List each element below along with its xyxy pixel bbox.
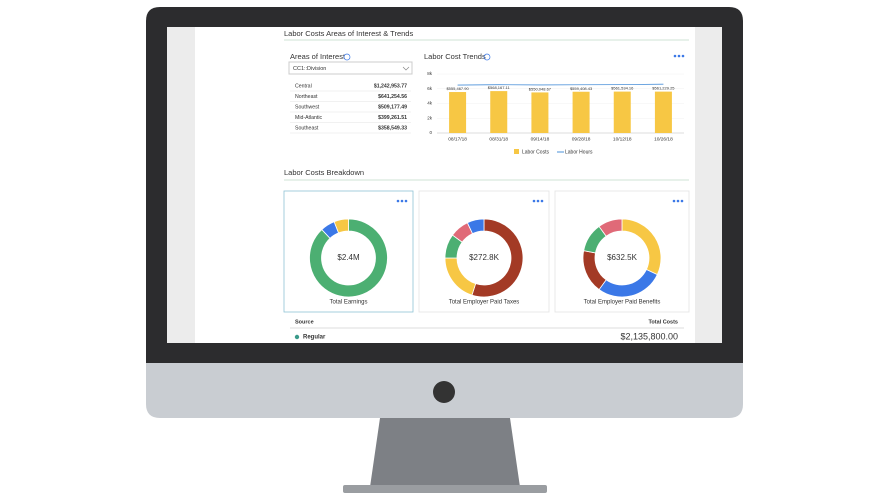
table-header: Total Costs — [648, 319, 678, 325]
table-header: Source — [295, 319, 314, 325]
x-tick-label: 09/14/18 — [531, 136, 550, 142]
section-title: Labor Costs Areas of Interest & Trends — [284, 29, 413, 38]
more-dot — [540, 199, 544, 203]
select-caret — [402, 66, 410, 71]
more-dot — [676, 199, 680, 203]
bar-value-label: $561,229.25 — [652, 86, 675, 91]
stand-base — [343, 485, 547, 493]
info-icon — [343, 53, 351, 61]
more-dot — [680, 199, 684, 203]
areas-title: Areas of Interest — [290, 52, 346, 61]
legend-label: Labor Hours — [565, 149, 593, 155]
area-name: Northeast — [295, 94, 318, 100]
area-value: $509,177.49 — [378, 104, 407, 110]
bar — [449, 92, 467, 133]
more-dot — [673, 54, 677, 58]
donut-segment — [333, 218, 349, 234]
donut-label: Total Employer Paid Benefits — [584, 300, 661, 306]
camera — [433, 381, 455, 403]
section-title: Labor Costs Breakdown — [284, 168, 364, 177]
dashboard: Labor Costs Areas of Interest & Trends Ar… — [283, 29, 690, 341]
bar-value-label: $555,467.90 — [446, 86, 469, 91]
y-tick-label: 8k — [427, 71, 433, 76]
legend-label: Labor Costs — [522, 149, 549, 155]
y-tick-label: 4k — [427, 101, 433, 106]
line — [457, 83, 664, 86]
legend-swatch — [514, 149, 519, 154]
donut-segment — [466, 218, 485, 235]
y-tick-label: 6k — [427, 86, 433, 91]
bar — [490, 91, 508, 133]
x-tick-label: 09/28/18 — [572, 136, 591, 142]
more-dot — [532, 199, 536, 203]
donut-center-label: $632.5K — [607, 253, 637, 262]
select-value: CC1::Division — [293, 66, 326, 72]
x-tick-label: 08/31/18 — [489, 136, 508, 142]
area-name: Central — [295, 83, 312, 89]
source-total: $2,135,800.00 — [620, 331, 678, 341]
x-tick-label: 10/12/18 — [613, 136, 632, 142]
row-dot — [294, 334, 300, 340]
bar-value-label: $561,534.16 — [611, 86, 634, 91]
area-name: Mid-Atlantic — [295, 115, 323, 121]
donut-segment — [309, 218, 388, 298]
area-value: $358,549.33 — [378, 125, 407, 131]
donut-label: Total Employer Paid Taxes — [449, 300, 520, 306]
bar-value-label: $550,048.67 — [529, 86, 552, 91]
y-tick-label: 2k — [427, 115, 433, 120]
donut-center-label: $272.8K — [469, 253, 499, 262]
more-dot — [404, 199, 408, 203]
bar-value-label: $568,167.11 — [488, 85, 511, 90]
info-icon — [483, 53, 491, 61]
chart-title: Labor Cost Trends — [424, 52, 486, 61]
bar — [654, 91, 672, 133]
more-dot — [400, 199, 404, 203]
donut-segment — [598, 218, 623, 237]
area-value: $1,242,953.77 — [374, 83, 407, 89]
area-value: $641,254.56 — [378, 94, 407, 100]
source-name: Regular — [303, 335, 326, 341]
more-dot — [672, 199, 676, 203]
donut-center-label: $2.4M — [337, 253, 360, 262]
select-box[interactable] — [288, 61, 413, 75]
bar-value-label: $559,408.43 — [570, 86, 593, 91]
x-tick-label: 08/17/18 — [448, 136, 467, 142]
area-value: $399,261.51 — [378, 115, 407, 121]
bar — [572, 91, 590, 133]
more-dot — [396, 199, 400, 203]
more-dot — [536, 199, 540, 203]
stand — [370, 418, 520, 487]
y-tick-label: 0 — [429, 130, 432, 135]
donut-label: Total Earnings — [329, 300, 367, 306]
more-dot — [677, 54, 681, 58]
bar — [531, 92, 549, 133]
area-name: Southwest — [295, 104, 320, 110]
bar — [613, 91, 631, 133]
x-tick-label: 10/26/18 — [654, 136, 673, 142]
more-dot — [681, 54, 685, 58]
area-name: Southeast — [295, 125, 319, 131]
